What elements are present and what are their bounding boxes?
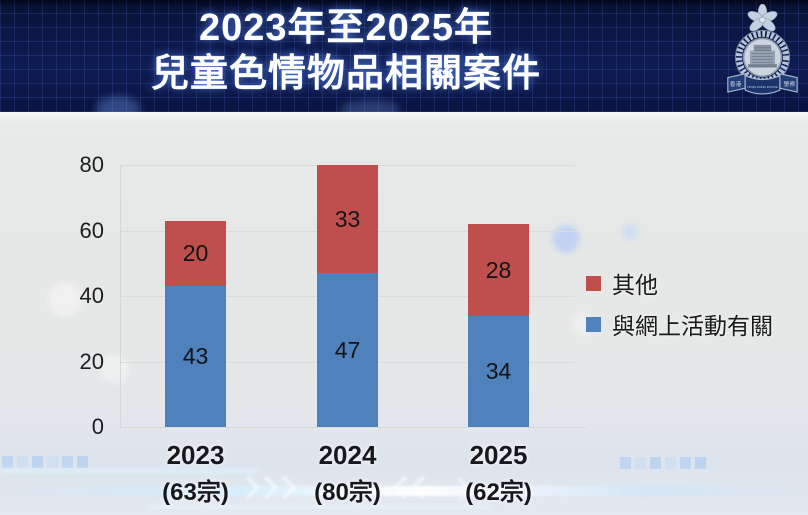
x-axis-label-2024: 2024	[318, 440, 377, 470]
chart-area	[0, 112, 808, 515]
legend-swatch-icon	[586, 316, 601, 332]
y-tick-label: 0	[91, 414, 104, 439]
bar-value-label: 28	[485, 256, 512, 283]
legend-item: 與網上活動有關	[586, 307, 773, 341]
title-line-2: 兒童色情物品相關案件	[150, 53, 541, 95]
bar-value-label: 43	[182, 343, 209, 370]
slide-title: 2023年至2025年 兒童色情物品相關案件	[0, 5, 692, 97]
y-tick-label: 40	[79, 283, 104, 309]
badge-text-ribbon: HONG KONG POLICE	[747, 85, 777, 89]
y-tick-label: 20	[79, 348, 104, 374]
legend-label: 與網上活動有關	[612, 313, 773, 339]
badge-text-left: 香港	[730, 80, 742, 88]
y-tick-label: 60	[79, 217, 104, 243]
badge-text-right: 警察	[784, 80, 796, 88]
legend-label: 其他	[612, 272, 658, 298]
bar-segment-2023-與網上活動有關: 43	[165, 286, 226, 427]
bar-value-label: 34	[485, 357, 512, 384]
x-axis-label-2023: 2023	[166, 440, 225, 470]
bar-segment-2024-與網上活動有關: 47	[317, 273, 378, 427]
x-axis-label-2025: 2025	[469, 440, 528, 470]
title-line-1: 2023年至2025年	[198, 7, 494, 49]
x-axis-sublabel-2023: (63宗)	[162, 479, 229, 506]
bar-segment-2025-與網上活動有關: 34	[468, 315, 529, 427]
header-banner: 2023年至2025年 兒童色情物品相關案件	[0, 0, 808, 122]
bar-segment-2023-其他: 20	[165, 221, 226, 287]
bar-value-label: 33	[334, 205, 361, 232]
bar-segment-2024-其他: 33	[317, 165, 378, 274]
x-axis-line	[120, 427, 587, 429]
y-tick-label: 80	[79, 152, 104, 178]
badge-building	[748, 44, 777, 68]
x-axis-sublabel-2024: (80宗)	[314, 479, 381, 506]
legend-item: 其他	[586, 266, 773, 300]
bar-segment-2025-其他: 28	[468, 224, 529, 316]
badge-ribbon: 香港 HONG KONG POLICE 警察	[727, 73, 798, 95]
bar-value-label: 20	[182, 240, 209, 267]
hong-kong-police-badge-icon: 香港 HONG KONG POLICE 警察	[727, 4, 798, 95]
legend: 其他 與網上活動有關	[586, 266, 773, 348]
bar-value-label: 47	[334, 336, 361, 363]
y-axis-line	[120, 165, 121, 429]
legend-swatch-icon	[586, 275, 601, 291]
x-axis-sublabel-2025: (62宗)	[465, 479, 532, 506]
